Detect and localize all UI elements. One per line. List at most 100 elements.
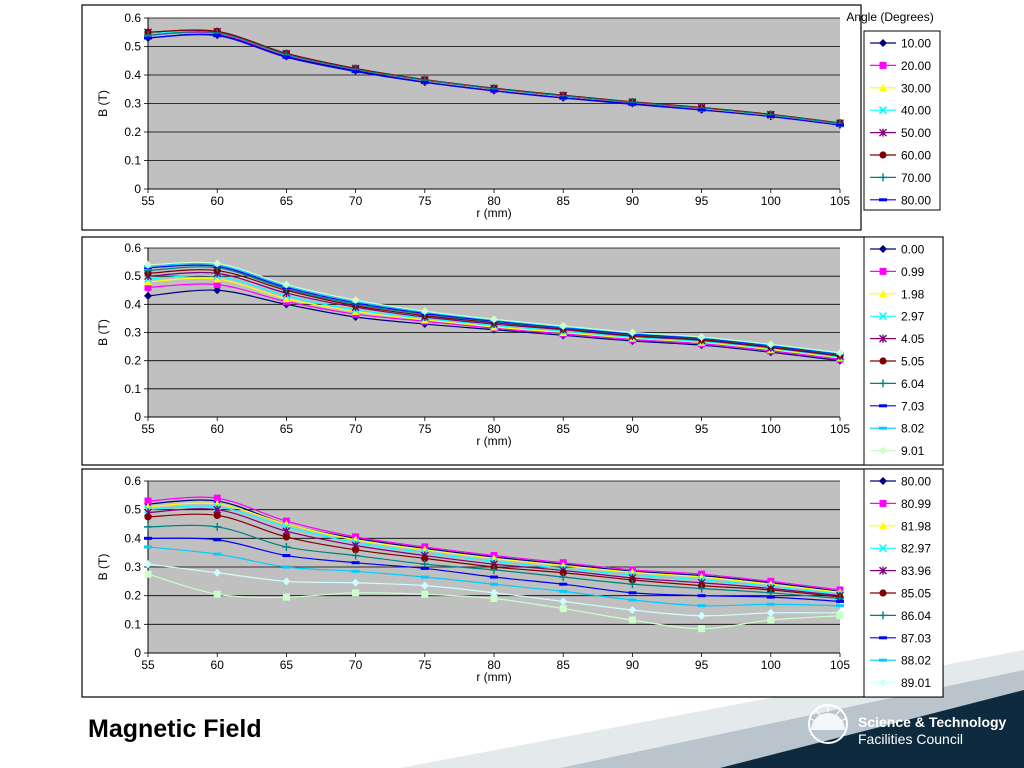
x-tick-label: 65 <box>280 194 294 208</box>
data-point <box>420 307 429 316</box>
x-tick-label: 90 <box>626 658 640 672</box>
data-point <box>767 616 775 624</box>
x-tick-label: 70 <box>349 658 363 672</box>
data-point <box>144 513 152 521</box>
series-88.02 <box>144 545 844 608</box>
y-axis-label: B (T) <box>96 554 110 581</box>
y-tick-label: 0.5 <box>124 503 141 517</box>
data-point <box>420 566 429 570</box>
y-tick-label: 0.6 <box>124 474 141 488</box>
legend-marker <box>879 267 887 275</box>
legend-box <box>863 30 941 211</box>
legend-marker <box>878 544 888 553</box>
x-tick-label: 95 <box>695 658 709 672</box>
y-tick-label: 0 <box>134 410 141 424</box>
data-point <box>213 34 222 38</box>
data-point <box>559 605 567 613</box>
legend-label: 50.00 <box>901 126 931 140</box>
data-point <box>213 274 222 283</box>
data-point <box>282 55 291 59</box>
logo-text-line2: Facilities Council <box>858 731 964 747</box>
x-tick-label: 100 <box>761 194 781 208</box>
data-point <box>836 348 844 357</box>
data-point <box>559 96 568 100</box>
data-point <box>282 565 291 569</box>
legend-label: 80.00 <box>901 193 931 207</box>
legend-marker <box>879 379 887 388</box>
data-point <box>421 554 429 563</box>
data-point <box>559 573 568 582</box>
y-tick-label: 0 <box>134 182 141 196</box>
x-tick-label: 80 <box>487 422 501 436</box>
data-point <box>420 581 429 590</box>
y-tick-label: 0.3 <box>124 560 141 574</box>
data-point <box>282 542 291 551</box>
legend-label: 30.00 <box>901 81 931 95</box>
data-point <box>490 315 498 324</box>
legend-marker <box>879 173 887 182</box>
x-tick-label: 55 <box>141 194 155 208</box>
legend-marker <box>879 426 887 430</box>
legend-marker <box>879 357 887 365</box>
data-point <box>144 545 152 549</box>
x-tick-label: 100 <box>761 658 781 672</box>
x-tick-label: 85 <box>557 194 571 208</box>
chart-1: 0 0.1 0.2 0.3 0.4 0.5 0.6 55 60 65 70 75 80 85 90 95 100… <box>81 4 941 231</box>
data-point <box>213 281 221 289</box>
legend-label: 89.01 <box>901 676 931 690</box>
legend-label: 6.04 <box>901 377 925 391</box>
data-point <box>420 80 429 84</box>
legend-marker <box>879 477 887 485</box>
legend-label: 87.03 <box>901 631 931 645</box>
data-point <box>697 594 706 598</box>
legend-title: Angle (Degrees) <box>846 10 933 24</box>
legend-marker <box>879 245 887 253</box>
legend-marker <box>879 61 887 69</box>
data-point <box>490 595 498 603</box>
data-point <box>490 582 498 586</box>
data-point <box>213 552 222 556</box>
y-tick-label: 0.4 <box>124 68 141 82</box>
legend: Angle (Degrees) 10.00 20.00 30.00 40.00 50.00… <box>846 10 941 211</box>
data-point <box>282 280 291 289</box>
data-point <box>628 591 637 595</box>
x-tick-label: 100 <box>761 422 781 436</box>
x-tick-label: 65 <box>280 658 294 672</box>
x-tick-label: 85 <box>557 422 571 436</box>
y-tick-label: 0.1 <box>124 617 141 631</box>
legend-label: 8.02 <box>901 422 925 436</box>
y-tick-label: 0.5 <box>124 269 141 283</box>
legend-label: 86.04 <box>901 609 931 623</box>
data-point <box>144 283 152 291</box>
data-point <box>144 560 152 569</box>
data-point <box>352 546 360 554</box>
legend-label: 88.02 <box>901 654 931 668</box>
data-point <box>351 70 360 74</box>
legend-label: 10.00 <box>901 37 931 51</box>
legend-label: 81.98 <box>901 519 931 533</box>
chart-3: 0 0.1 0.2 0.3 0.4 0.5 0.6 55 60 65 70 75 80 85 90 95 100… <box>81 468 944 698</box>
x-tick-label: 70 <box>349 422 363 436</box>
legend-label: 40.00 <box>901 104 931 118</box>
data-point <box>282 294 291 303</box>
legend-label: 80.00 <box>901 475 931 489</box>
legend-label: 4.05 <box>901 332 925 346</box>
y-tick-label: 0.2 <box>124 589 141 603</box>
legend-label: 2.97 <box>901 310 925 324</box>
legend-marker <box>879 611 887 620</box>
data-point <box>282 554 291 558</box>
data-point <box>144 36 152 40</box>
x-tick-label: 60 <box>211 194 225 208</box>
data-point <box>213 511 221 519</box>
data-point <box>697 611 706 620</box>
data-point <box>766 115 775 119</box>
data-point <box>490 575 498 579</box>
legend-label: 85.05 <box>901 587 931 601</box>
x-tick-label: 95 <box>695 422 709 436</box>
data-point <box>697 584 706 593</box>
data-point <box>836 123 844 127</box>
x-tick-label: 70 <box>349 194 363 208</box>
x-tick-label: 55 <box>141 422 155 436</box>
legend-marker <box>878 106 888 115</box>
